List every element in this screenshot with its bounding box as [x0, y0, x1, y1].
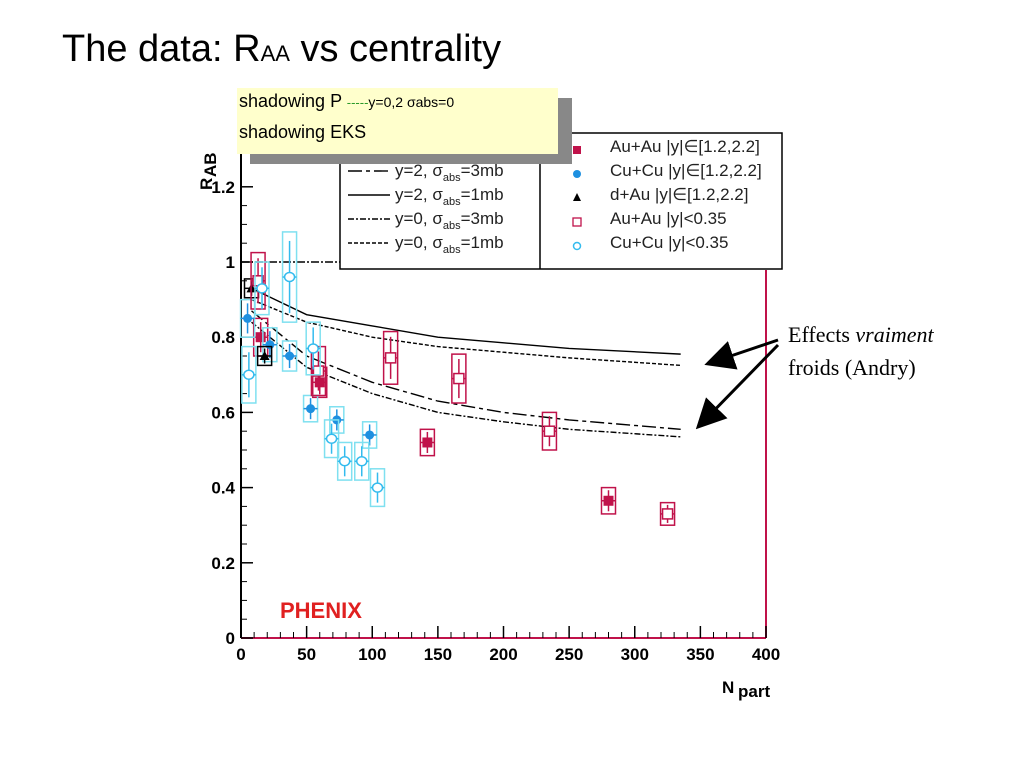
data-point — [265, 340, 275, 350]
legend-curve-label: y=0, σabs=3mb — [395, 209, 504, 232]
x-tick-label: 300 — [621, 645, 649, 664]
slide-title: The data: RAA vs centrality — [62, 28, 501, 71]
x-tick-label: 100 — [358, 645, 386, 664]
y-axis-label: R — [197, 178, 216, 190]
annotation: Effects vraiment froids (Andry) — [788, 318, 934, 384]
title-rest: vs centrality — [289, 28, 502, 70]
x-tick-label: 50 — [297, 645, 316, 664]
data-point — [259, 351, 270, 360]
x-tick-label: 150 — [424, 645, 452, 664]
data-point — [314, 377, 325, 388]
title-text: The data: R — [62, 28, 261, 70]
data-point — [384, 352, 397, 364]
note-dash-sample: ----- — [346, 95, 369, 110]
legend-marker-triangle — [573, 193, 581, 201]
annotation-arrow-upper — [704, 338, 779, 370]
note-shadowing-p: shadowing P — [239, 91, 342, 111]
y-axis-label-group: RAB — [197, 152, 220, 190]
legend-point-label: Cu+Cu |y|<0.35 — [610, 233, 728, 252]
data-point — [371, 482, 384, 493]
data-point — [283, 271, 296, 283]
legend-curve-label: y=2, σabs=1mb — [395, 185, 504, 208]
y-axis-label-sub: AB — [201, 152, 220, 177]
data-point — [356, 456, 368, 467]
data-point — [661, 508, 674, 520]
y-tick-label: 0.4 — [211, 479, 235, 498]
annotation-text-b: vraiment — [855, 322, 934, 347]
legend-marker-open-square — [572, 217, 582, 227]
x-axis-label: N — [722, 678, 734, 697]
x-axis-label-sub: part — [738, 682, 770, 701]
curve-1 — [251, 287, 681, 355]
data-point — [422, 437, 433, 448]
data-point — [306, 404, 316, 414]
legend-point-label: Au+Au |y|∈[1.2,2.2] — [610, 137, 760, 156]
x-tick-label: 250 — [555, 645, 583, 664]
legend-marker-open-circle — [572, 241, 582, 251]
data-point — [453, 372, 465, 385]
data-point — [255, 332, 266, 343]
data-point — [243, 313, 253, 323]
data-point — [603, 495, 614, 506]
note-params: y=0,2 σabs=0 — [368, 94, 455, 110]
legend-marker-filled-square — [573, 146, 581, 154]
annotation-text-c: froids (Andry) — [788, 355, 916, 380]
legend-curve-label: y=0, σabs=1mb — [395, 233, 504, 256]
data-point — [243, 369, 255, 381]
legend-point-label: d+Au |y|∈[1.2,2.2] — [610, 185, 748, 204]
note-shadowing-eks: shadowing EKS — [239, 122, 367, 142]
x-tick-label: 400 — [752, 645, 780, 664]
legend-curve-label: y=2, σabs=3mb — [395, 161, 504, 184]
y-tick-label: 0 — [226, 629, 235, 648]
y-tick-label: 0.6 — [211, 403, 235, 422]
y-tick-label: 1 — [226, 253, 235, 272]
data-point — [307, 343, 319, 354]
legend-point-label: Au+Au |y|<0.35 — [610, 209, 727, 228]
data-point — [285, 351, 295, 361]
annotation-text-a: Effects — [788, 322, 856, 347]
x-tick-label: 200 — [489, 645, 517, 664]
legend-point-label: Cu+Cu |y|∈[1.2,2.2] — [610, 161, 762, 180]
data-point — [256, 283, 268, 294]
title-subscript: AA — [260, 41, 290, 66]
curve-3 — [251, 298, 681, 367]
x-tick-label: 0 — [236, 645, 245, 664]
annotation-arrow-lower — [695, 343, 780, 430]
data-point — [338, 456, 351, 467]
data-point — [365, 430, 375, 440]
shadowing-note-box: shadowing P -----y=0,2 σabs=0 shadowing … — [237, 88, 558, 154]
note-line-1: shadowing P -----y=0,2 σabs=0 — [237, 88, 558, 119]
y-tick-label: 1.2 — [211, 178, 235, 197]
phenix-watermark: PHENIX — [280, 598, 362, 623]
y-tick-label: 0.2 — [211, 554, 235, 573]
data-point — [312, 365, 325, 377]
y-tick-label: 0.8 — [211, 328, 235, 347]
data-point — [543, 425, 556, 437]
legend-marker-filled-circle — [573, 170, 581, 178]
data-point — [325, 433, 338, 444]
x-tick-label: 350 — [686, 645, 714, 664]
